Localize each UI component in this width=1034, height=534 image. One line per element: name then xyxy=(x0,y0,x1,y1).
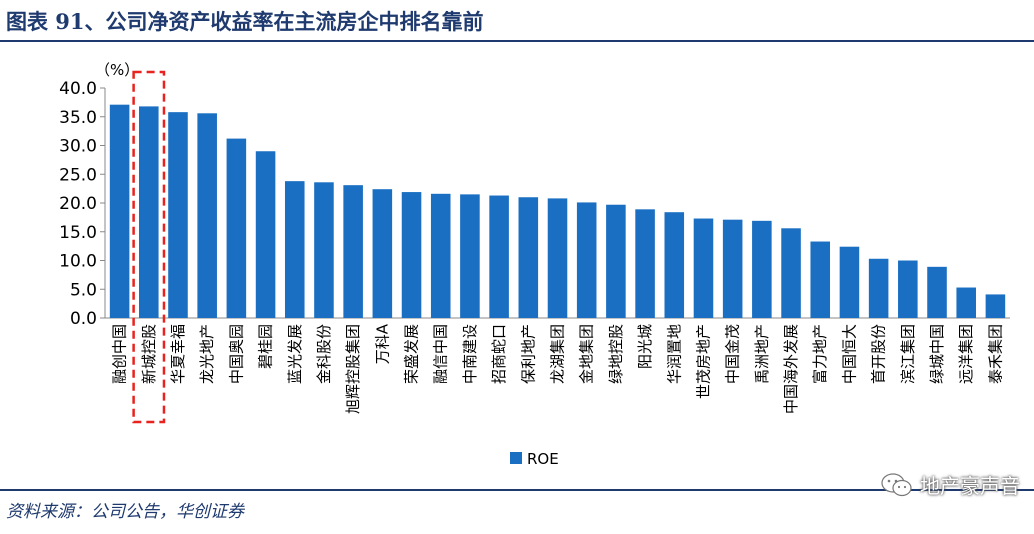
bar xyxy=(606,204,626,318)
x-tick-label: 富力地产 xyxy=(811,324,829,384)
bar xyxy=(372,189,393,318)
bar xyxy=(460,194,480,318)
bar xyxy=(576,202,597,318)
x-tick-label: 中国恒大 xyxy=(840,324,858,384)
x-tick-label: 中国海外发展 xyxy=(782,324,800,414)
x-tick-label: 万科A xyxy=(373,323,391,364)
y-tick-label: 0.0 xyxy=(70,309,97,329)
y-unit-label: （%） xyxy=(95,61,139,79)
bar xyxy=(168,112,188,319)
bar xyxy=(518,197,539,318)
bar xyxy=(109,104,130,318)
bar xyxy=(693,218,714,318)
legend: ROE xyxy=(510,450,559,468)
roe-bar-chart: （%） 0.0 5.0 10.0 15.0 20.0 25.0 30.0 35.0 40.0 融… xyxy=(59,61,1010,468)
x-tick-label: 金科股份 xyxy=(315,324,333,384)
bar xyxy=(956,287,976,318)
bar xyxy=(927,266,947,318)
bar xyxy=(343,185,363,318)
y-tick-label: 5.0 xyxy=(70,280,97,300)
x-tick-label: 华夏幸福 xyxy=(169,324,187,384)
bar xyxy=(752,220,772,318)
x-tick-label: 远洋集团 xyxy=(957,324,975,384)
x-tick-label: 蓝光发展 xyxy=(286,324,304,384)
bar xyxy=(868,258,889,318)
bar xyxy=(547,198,568,318)
bar xyxy=(898,260,918,318)
source-note: 资料来源：公司公告，华创证券 xyxy=(6,502,244,522)
x-tick-label: 首开股份 xyxy=(870,324,888,384)
x-tick-label: 世茂房地产 xyxy=(694,324,712,399)
x-tick-label: 阳光城 xyxy=(636,324,654,369)
legend-label: ROE xyxy=(527,450,559,468)
category-labels: 融创中国 新城控股 华夏幸福 龙光地产 中国奥园 碧桂园 蓝光发展 金科股份 旭辉控股集团 万科A… xyxy=(111,323,1005,414)
y-tick-label: 25.0 xyxy=(59,165,97,185)
bar xyxy=(226,138,247,318)
y-tick-label: 10.0 xyxy=(59,252,97,272)
x-tick-label: 招商蛇口 xyxy=(490,324,508,384)
x-tick-label: 绿城中国 xyxy=(928,324,946,384)
figure-title: 图表 91、公司净资产收益率在主流房企中排名靠前 xyxy=(6,9,484,34)
bar xyxy=(430,193,451,318)
bar xyxy=(197,113,217,318)
bar xyxy=(401,192,422,318)
x-tick-label: 保利地产 xyxy=(519,324,537,384)
footer-rule xyxy=(0,489,1034,491)
x-tick-label: 碧桂园 xyxy=(257,324,275,369)
bar xyxy=(139,106,159,319)
wechat-icon xyxy=(881,472,912,496)
x-tick-label: 金地集团 xyxy=(578,324,596,384)
bar xyxy=(255,151,276,318)
watermark-text: 地产豪声音 xyxy=(920,474,1020,498)
y-tick-label: 20.0 xyxy=(59,194,97,214)
highlight-box xyxy=(132,70,166,424)
y-tick-label: 40.0 xyxy=(59,79,97,99)
bar xyxy=(839,246,860,318)
bar xyxy=(489,195,509,318)
bar xyxy=(314,182,334,318)
bars xyxy=(109,104,1006,319)
x-tick-label: 新城控股 xyxy=(140,324,158,384)
bar xyxy=(635,209,655,318)
x-tick-label: 融信中国 xyxy=(432,324,450,384)
bar xyxy=(664,212,685,318)
bar xyxy=(985,294,1006,318)
bar xyxy=(810,241,831,318)
x-tick-label: 龙湖集团 xyxy=(549,324,567,384)
title-rule xyxy=(0,40,1034,42)
y-axis-ticks: 0.0 5.0 10.0 15.0 20.0 25.0 30.0 35.0 40.0 xyxy=(59,79,105,329)
bar xyxy=(722,219,743,318)
x-tick-label: 华润置地 xyxy=(665,324,683,384)
x-tick-label: 绿地控股 xyxy=(607,324,625,384)
x-tick-label: 旭辉控股集团 xyxy=(344,324,362,414)
x-tick-label: 龙光地产 xyxy=(198,324,216,384)
x-tick-label: 中南建设 xyxy=(461,324,479,384)
watermark: 地产豪声音 xyxy=(880,470,1020,499)
y-tick-label: 35.0 xyxy=(59,108,97,128)
x-tick-label: 融创中国 xyxy=(111,324,129,384)
x-tick-label: 中国金茂 xyxy=(724,324,742,384)
x-tick-label: 泰禾集团 xyxy=(986,324,1004,384)
x-tick-label: 中国奥园 xyxy=(227,324,245,384)
x-tick-label: 禹洲地产 xyxy=(753,324,771,384)
x-tick-label: 滨江集团 xyxy=(899,324,917,384)
y-tick-label: 30.0 xyxy=(59,137,97,157)
bar xyxy=(781,228,801,318)
bar xyxy=(284,181,305,318)
y-tick-label: 15.0 xyxy=(59,223,97,243)
x-tick-label: 荣盛发展 xyxy=(403,324,421,384)
legend-swatch xyxy=(510,452,522,464)
